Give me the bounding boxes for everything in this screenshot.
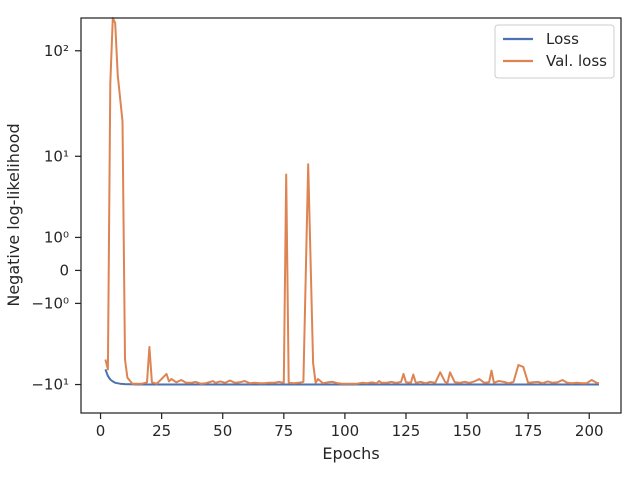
y-tick-label: 10⁰	[44, 228, 69, 246]
legend-label-val-loss: Val. loss	[546, 52, 607, 70]
y-tick-label: 10²	[44, 42, 69, 60]
x-tick-label: 125	[392, 422, 421, 440]
series-line-val-loss	[104, 17, 600, 385]
x-tick-label: 200	[575, 422, 604, 440]
x-tick-label: 175	[514, 422, 543, 440]
x-tick-label: 150	[453, 422, 482, 440]
x-tick-label: 75	[274, 422, 293, 440]
y-tick-label: 10¹	[44, 147, 69, 165]
plot-lines	[104, 17, 600, 386]
legend-label-loss: Loss	[546, 30, 579, 48]
x-tick-label: 25	[152, 422, 171, 440]
x-tick-label: 100	[331, 422, 360, 440]
series-line-loss	[104, 369, 599, 386]
y-tick-label: −10⁰	[31, 294, 69, 312]
x-tick-label: 0	[96, 422, 106, 440]
x-tick-label: 50	[213, 422, 232, 440]
x-axis-label: Epochs	[322, 444, 379, 463]
y-tick-label: −10¹	[31, 376, 69, 394]
ticks-layer: 0 25 50 75 100 125 150 175 200 −10¹ −10⁰ 0 10⁰ 10¹ 10²	[31, 42, 603, 440]
plot-frame	[80, 17, 622, 414]
y-axis-label: Negative log-likelihood	[4, 123, 23, 306]
y-tick-label: 0	[59, 261, 69, 279]
legend: Loss Val. loss	[494, 24, 615, 79]
